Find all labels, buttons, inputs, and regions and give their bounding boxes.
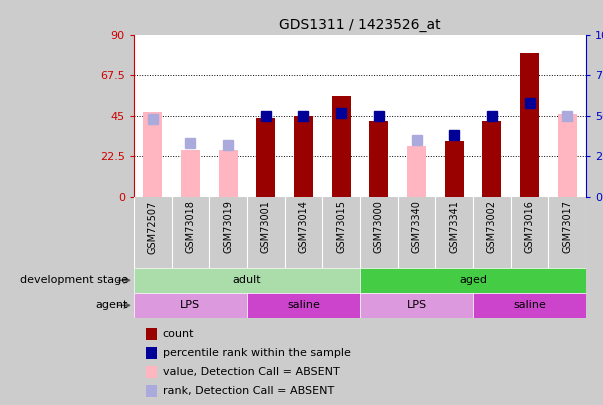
Bar	[294, 116, 313, 197]
Bar	[407, 147, 426, 197]
Text: LPS: LPS	[406, 301, 426, 310]
Bar	[370, 121, 388, 197]
Bar	[360, 293, 473, 318]
Text: LPS: LPS	[180, 301, 200, 310]
Text: GSM73017: GSM73017	[562, 200, 572, 254]
Bar	[256, 117, 275, 197]
Bar	[360, 268, 586, 293]
Text: development stage: development stage	[20, 275, 128, 285]
Text: value, Detection Call = ABSENT: value, Detection Call = ABSENT	[163, 367, 339, 377]
Text: GSM73001: GSM73001	[260, 200, 271, 253]
Bar	[445, 141, 464, 197]
Bar	[144, 112, 162, 197]
Text: GSM73340: GSM73340	[411, 200, 421, 253]
Text: GSM73341: GSM73341	[449, 200, 459, 253]
Bar	[146, 347, 157, 359]
Title: GDS1311 / 1423526_at: GDS1311 / 1423526_at	[279, 18, 441, 32]
Bar	[134, 293, 247, 318]
Bar	[134, 268, 360, 293]
Bar	[219, 150, 238, 197]
Text: GSM73018: GSM73018	[185, 200, 195, 253]
Bar	[473, 293, 586, 318]
Text: saline: saline	[513, 301, 546, 310]
Bar	[181, 150, 200, 197]
Bar	[146, 385, 157, 397]
Text: aged: aged	[459, 275, 487, 285]
Bar	[558, 114, 576, 197]
Bar	[520, 53, 539, 197]
Bar	[482, 121, 501, 197]
Bar	[332, 96, 350, 197]
Text: GSM73015: GSM73015	[336, 200, 346, 254]
Text: agent: agent	[95, 301, 128, 310]
Text: GSM73016: GSM73016	[525, 200, 535, 253]
Text: saline: saline	[287, 301, 320, 310]
Text: GSM73002: GSM73002	[487, 200, 497, 254]
Bar	[247, 293, 360, 318]
Text: GSM73019: GSM73019	[223, 200, 233, 253]
Text: percentile rank within the sample: percentile rank within the sample	[163, 348, 351, 358]
Text: adult: adult	[233, 275, 261, 285]
Bar	[146, 328, 157, 340]
Text: GSM72507: GSM72507	[148, 200, 158, 254]
Text: rank, Detection Call = ABSENT: rank, Detection Call = ABSENT	[163, 386, 334, 396]
Bar	[146, 366, 157, 378]
Text: GSM73014: GSM73014	[298, 200, 309, 253]
Text: count: count	[163, 328, 194, 339]
Text: GSM73000: GSM73000	[374, 200, 384, 253]
